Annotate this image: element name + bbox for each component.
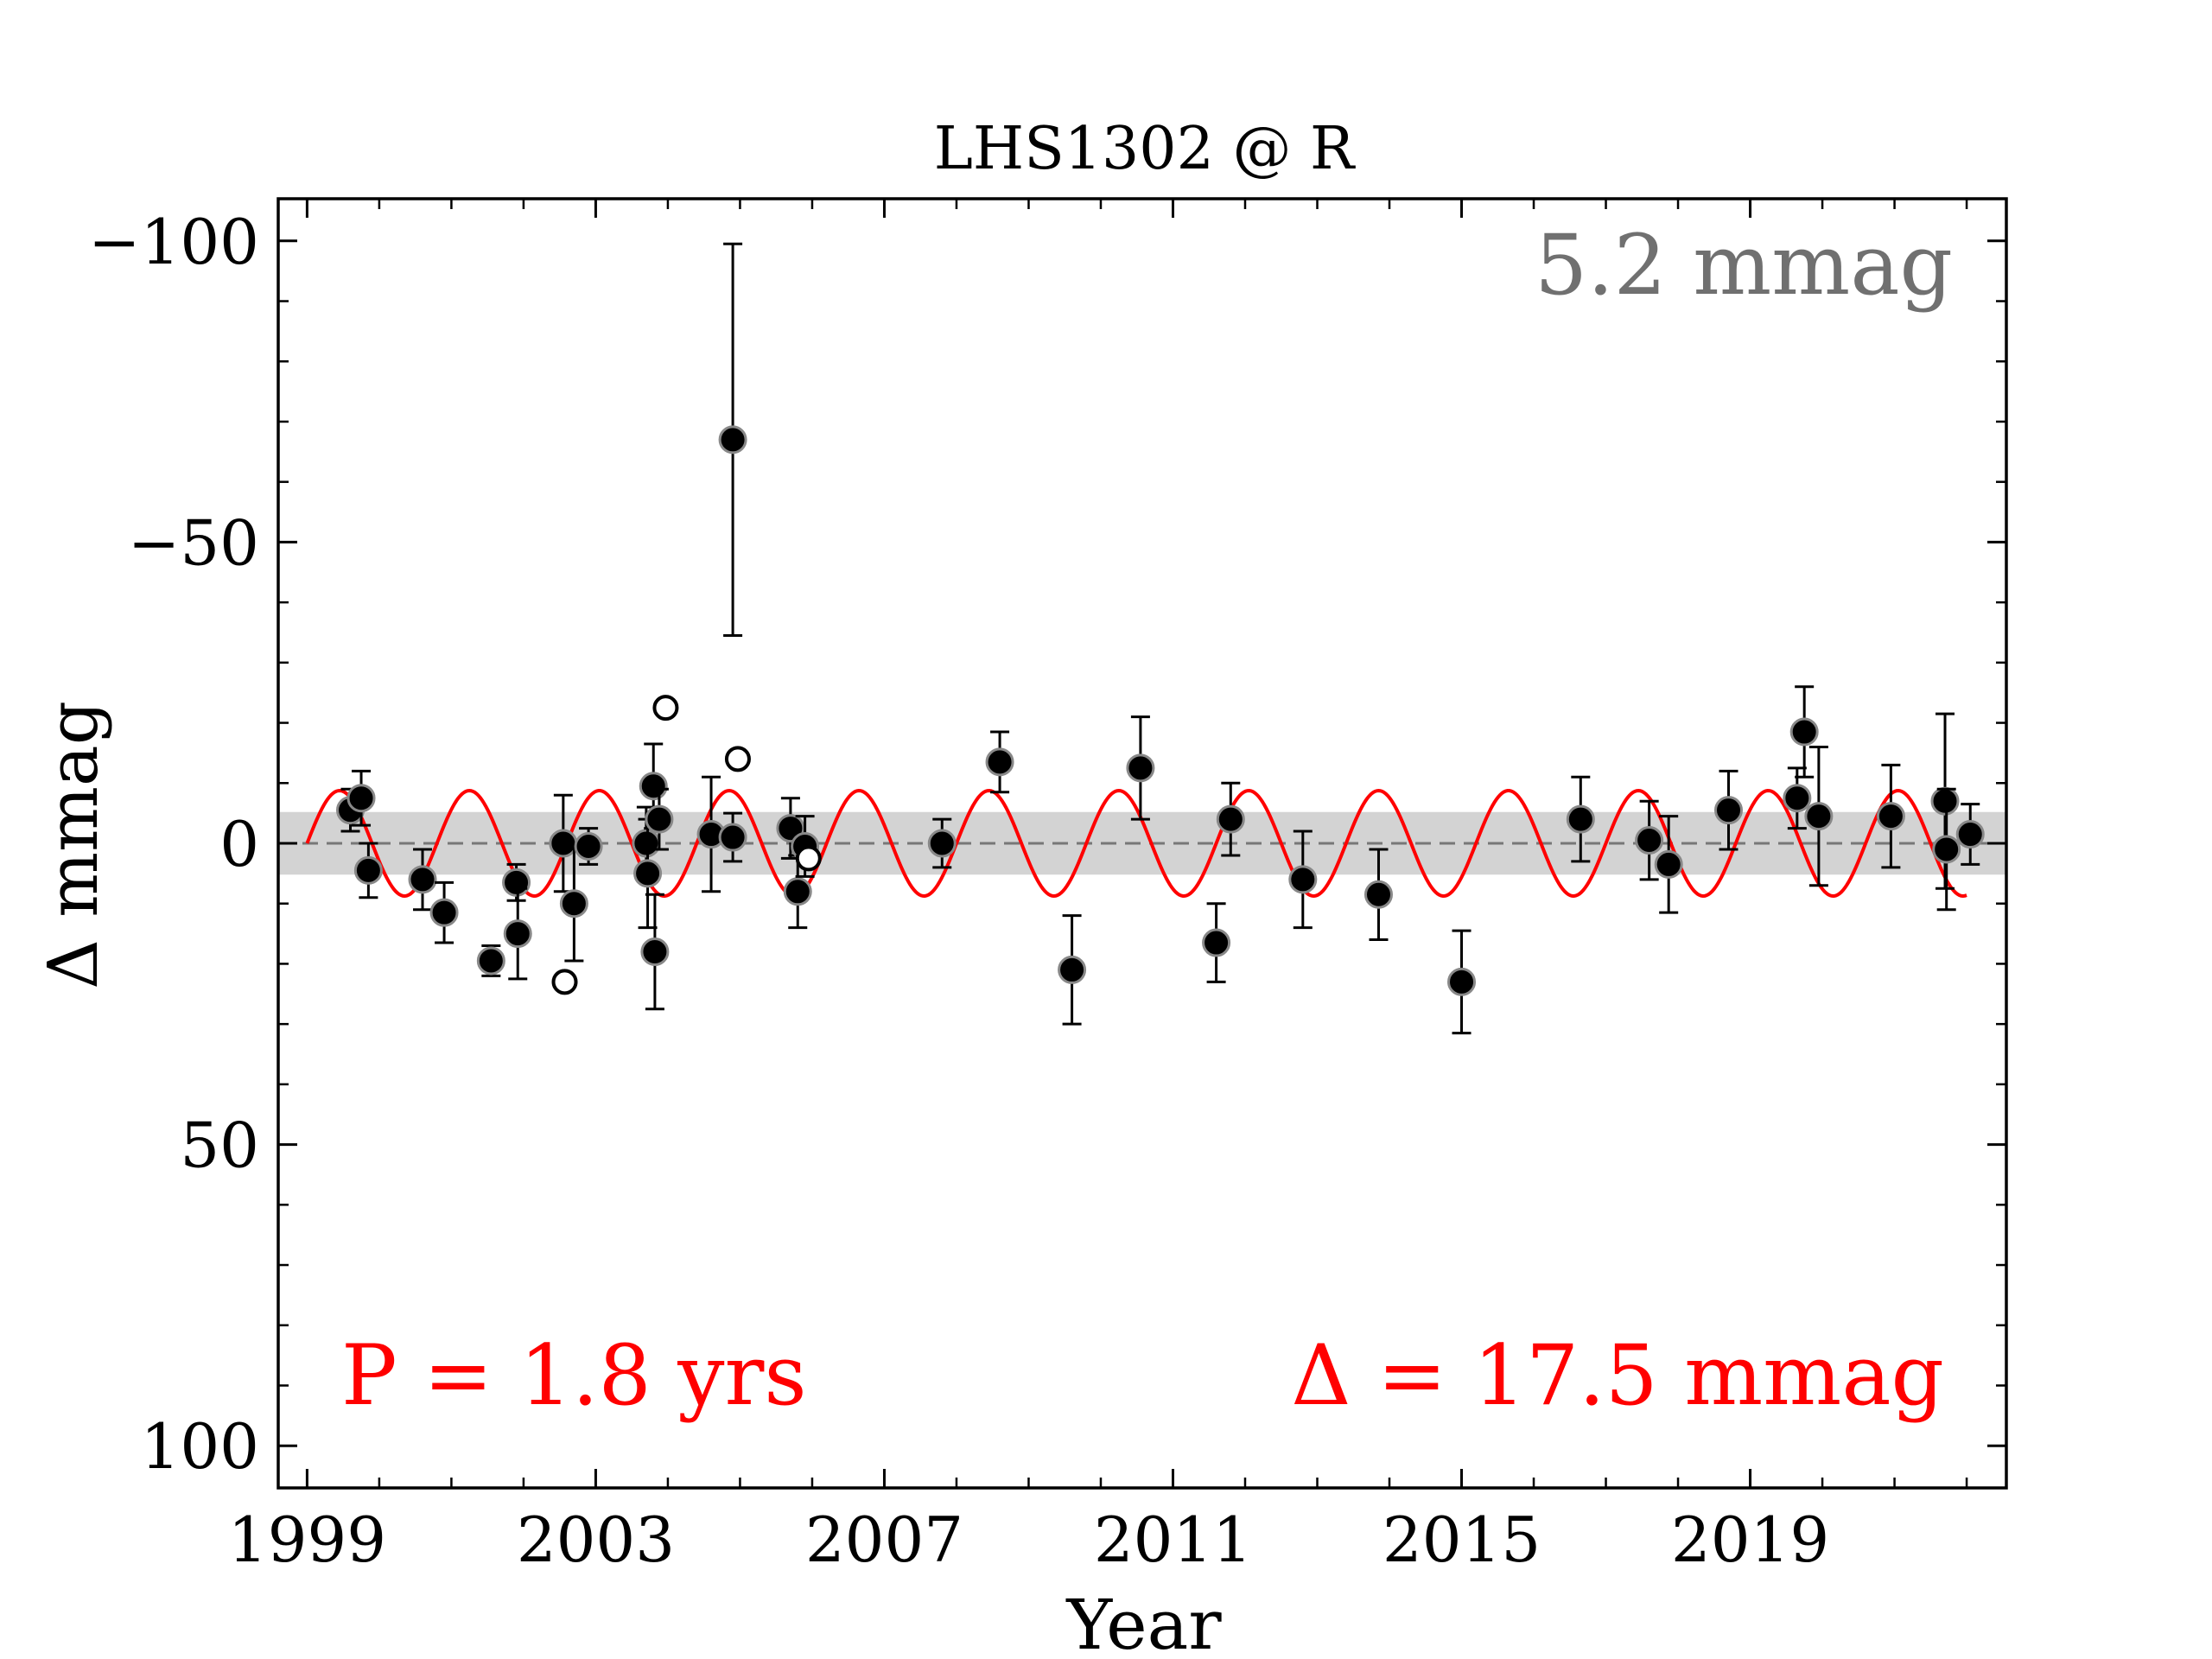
sine-fit-curve [305, 788, 1967, 899]
data-point [353, 855, 383, 885]
data-points [336, 242, 1985, 1035]
data-point [503, 919, 532, 949]
data-point [1804, 802, 1834, 831]
data-point [718, 425, 747, 454]
data-point [1876, 802, 1905, 831]
data-point [1447, 967, 1477, 996]
y-tick-label: −100 [88, 206, 259, 278]
data-point [346, 784, 376, 813]
data-point [645, 804, 674, 834]
chart-title: LHS1302 @ R [934, 115, 1356, 183]
data-point [429, 898, 459, 927]
data-point [1288, 865, 1318, 894]
x-tick-label: 2015 [1382, 1503, 1541, 1576]
x-tick-label: 2003 [517, 1503, 675, 1576]
data-point [1930, 786, 1960, 816]
data-point [1566, 804, 1595, 834]
data-point [574, 831, 603, 861]
axis-ticks [278, 199, 2006, 1488]
data-point [1363, 880, 1393, 909]
data-point [985, 747, 1014, 777]
data-point [1058, 955, 1087, 984]
data-point [408, 865, 437, 894]
data-point [1783, 784, 1812, 813]
scatter-annotation: 5.2 mmag [1535, 217, 1953, 314]
amplitude-annotation: Δ = 17.5 mmag [1291, 1327, 1944, 1424]
data-point [1955, 820, 1985, 849]
y-tick-label: 50 [180, 1109, 259, 1182]
data-point [549, 829, 578, 858]
plot-frame [276, 197, 2008, 1490]
x-tick-label: 2007 [805, 1503, 963, 1576]
data-point [502, 868, 531, 897]
data-point [718, 823, 747, 852]
data-point-open [551, 969, 578, 995]
data-point [1654, 849, 1683, 879]
y-tick-label: 0 [219, 808, 259, 880]
data-point-open [795, 845, 822, 872]
x-tick-label: 2011 [1094, 1503, 1252, 1576]
data-point [640, 937, 670, 966]
data-point [633, 859, 663, 888]
data-point [1789, 717, 1819, 747]
tick-labels: 1999 2003 2007 2011 2015 2019 −100 −50 0 50 100 [88, 206, 1829, 1576]
data-point [1635, 826, 1664, 855]
period-annotation: P = 1.8 yrs [341, 1327, 807, 1424]
data-point [632, 829, 661, 858]
data-point [1126, 753, 1155, 783]
data-point [1713, 796, 1743, 825]
x-tick-label: 1999 [228, 1503, 386, 1576]
y-tick-label: 100 [141, 1410, 259, 1483]
data-point [1932, 835, 1961, 864]
y-tick-label: −50 [128, 506, 259, 579]
data-point [639, 772, 668, 801]
data-point [559, 889, 588, 918]
data-point [927, 829, 957, 858]
data-point [783, 877, 812, 906]
x-tick-label: 2019 [1671, 1503, 1829, 1576]
x-axis-label: Year [1065, 1585, 1222, 1659]
y-axis-label: Δ mmag [33, 701, 113, 989]
data-point-open [652, 695, 679, 721]
data-point [1202, 928, 1231, 957]
data-point [1216, 804, 1245, 834]
data-point-open [724, 746, 751, 772]
data-point [476, 946, 505, 976]
